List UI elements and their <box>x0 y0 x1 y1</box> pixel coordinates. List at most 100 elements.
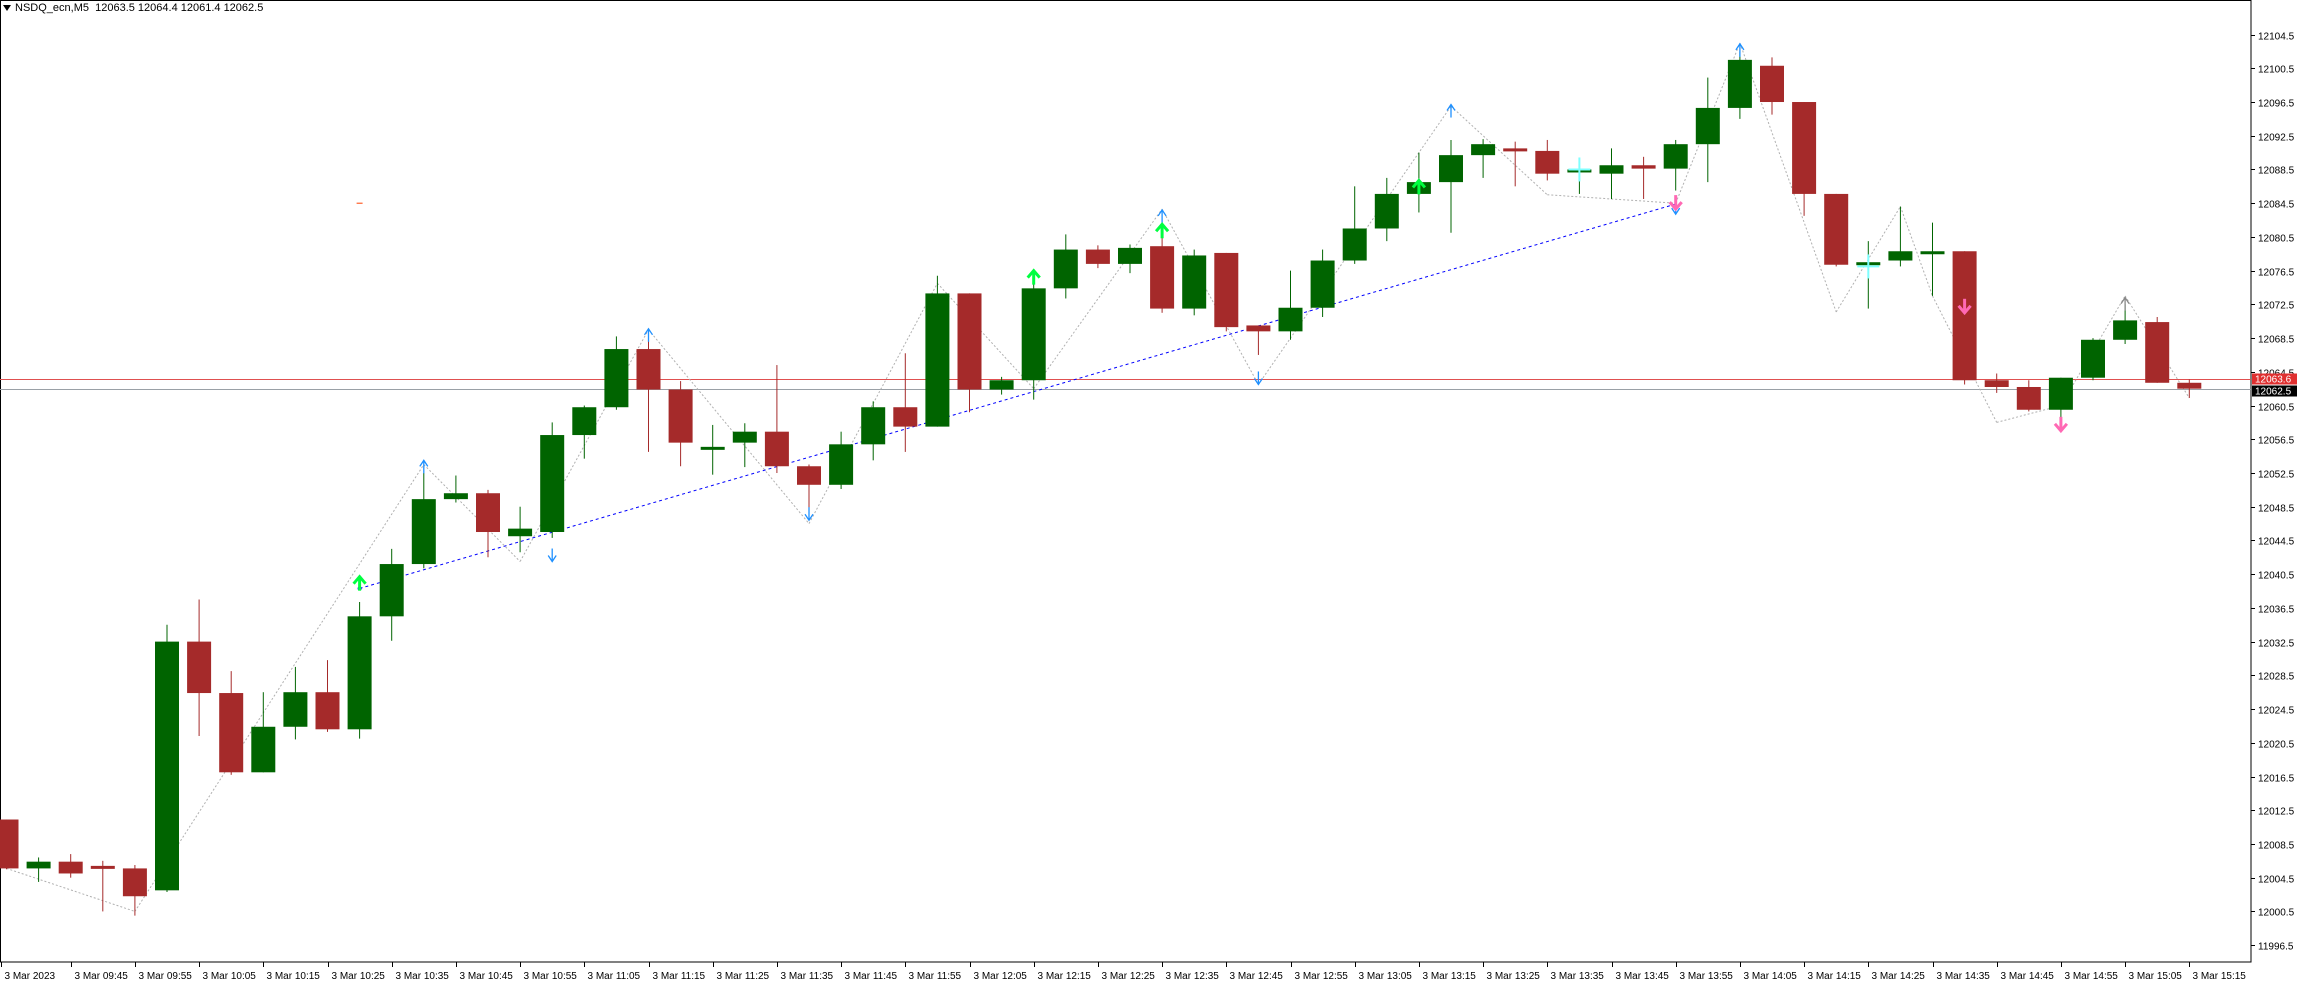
arrow-head <box>1157 208 1167 217</box>
ask-price-label: 12062.5 <box>2255 387 2292 398</box>
y-tick-label: 12084.5 <box>2258 200 2295 211</box>
arrow-head <box>352 574 367 585</box>
candle-body <box>1663 144 1688 169</box>
candle-body <box>1310 260 1335 308</box>
candle-body <box>1920 251 1945 255</box>
candle-body <box>2048 377 2073 410</box>
candle-body <box>411 499 436 565</box>
x-tick-label: 3 Mar 13:45 <box>1616 971 1670 982</box>
candle-body <box>122 868 147 897</box>
x-tick-label: 3 Mar 15:15 <box>2193 971 2247 982</box>
x-tick-label: 3 Mar 14:55 <box>2065 971 2119 982</box>
trend-line <box>356 202 1676 591</box>
candle-body <box>1021 288 1046 381</box>
candle-body <box>0 819 19 869</box>
candle-body <box>1792 102 1817 194</box>
x-tick-label: 3 Mar 12:15 <box>1038 971 1092 982</box>
x-tick-label: 3 Mar 09:45 <box>75 971 129 982</box>
candle-body <box>861 407 886 445</box>
arrow-head <box>1735 42 1745 51</box>
candle-body <box>1374 193 1399 229</box>
candle-body <box>347 616 372 730</box>
arrow-head <box>1154 221 1170 233</box>
chevron-down-icon[interactable] <box>3 5 11 12</box>
x-tick-label: 3 Mar 10:45 <box>460 971 514 982</box>
candle-body <box>1085 249 1110 264</box>
y-tick-label: 12092.5 <box>2258 133 2295 144</box>
y-tick-label: 12048.5 <box>2258 504 2295 515</box>
zigzag-segment <box>1739 42 1837 313</box>
candle-body <box>540 435 565 533</box>
x-tick-label: 3 Mar 13:55 <box>1680 971 1734 982</box>
candle-body <box>58 861 83 874</box>
zigzag-segment <box>1450 105 1548 196</box>
candle-body <box>1599 165 1624 174</box>
y-tick-label: 12016.5 <box>2258 774 2295 785</box>
x-tick-label: 3 Mar 10:15 <box>267 971 321 982</box>
zigzag-segment <box>1675 42 1741 204</box>
axes <box>0 0 2252 963</box>
arrow-head <box>547 555 557 563</box>
x-tick-label: 3 Mar 14:15 <box>1808 971 1862 982</box>
y-tick-label: 12040.5 <box>2258 571 2295 582</box>
candle-body <box>508 528 533 537</box>
x-tick-label: 3 Mar 11:45 <box>845 971 898 982</box>
x-tick-label: 3 Mar 10:35 <box>396 971 450 982</box>
candle-body <box>1952 251 1977 381</box>
arrow-head <box>1446 103 1456 111</box>
candle-body <box>443 493 468 500</box>
x-tick-label: 3 Mar 12:45 <box>1230 971 1284 982</box>
arrow-head <box>1957 304 1972 316</box>
y-tick-label: 12012.5 <box>2258 807 2295 818</box>
y-tick-label: 12008.5 <box>2258 841 2295 852</box>
y-tick-label: 12024.5 <box>2258 706 2295 717</box>
arrow-head <box>1026 268 1041 279</box>
candle-body <box>155 641 179 891</box>
x-tick-label: 3 Mar 09:55 <box>139 971 193 982</box>
x-tick-label: 3 Mar 12:25 <box>1102 971 1156 982</box>
x-tick-label: 3 Mar 13:25 <box>1487 971 1541 982</box>
candle-body <box>1342 228 1367 261</box>
candle-body <box>797 466 821 485</box>
candle-body <box>1150 246 1175 309</box>
x-tick-label: 3 Mar 14:35 <box>1937 971 1991 982</box>
candle-body <box>2016 386 2041 410</box>
x-tick-label: 3 Mar 12:05 <box>974 971 1028 982</box>
candle-body <box>989 380 1014 390</box>
y-tick-label: 12068.5 <box>2258 335 2295 346</box>
zigzag-segment <box>6 867 136 912</box>
x-axis-ticks: 3 Mar 2023 3 Mar 09:45 3 Mar 09:55 3 Mar 10… <box>1 962 2247 982</box>
y-tick-label: 12072.5 <box>2258 301 2295 312</box>
x-tick-label: 3 Mar 11:25 <box>717 971 770 982</box>
x-tick-label: 3 Mar 13:15 <box>1423 971 1477 982</box>
candle-body <box>1760 65 1784 103</box>
candle-body <box>1214 252 1239 328</box>
candle-body <box>1503 148 1528 152</box>
candle-body <box>90 865 115 869</box>
candle-body <box>2113 320 2138 340</box>
candle-body <box>1824 193 1849 265</box>
x-tick-label: 3 Mar 2023 <box>5 971 56 982</box>
chart-header: NSDQ_ecn,M5 12063.5 12064.4 12061.4 1206… <box>3 2 263 14</box>
x-tick-label: 3 Mar 10:55 <box>524 971 578 982</box>
bid-price-label: 12063.6 <box>2255 375 2292 386</box>
symbol-label: NSDQ_ecn,M5 <box>15 2 89 14</box>
x-tick-label: 3 Mar 12:55 <box>1295 971 1349 982</box>
y-tick-label: 12032.5 <box>2258 639 2295 650</box>
x-tick-label: 3 Mar 15:05 <box>2129 971 2183 982</box>
arrow-head <box>419 459 429 467</box>
ask-price-tag <box>2252 385 2297 397</box>
arrow-head <box>1253 378 1263 386</box>
bid-price-tag <box>2252 373 2297 385</box>
y-tick-label: 12096.5 <box>2258 99 2295 110</box>
x-tick-label: 3 Mar 11:05 <box>588 971 641 982</box>
zigzag-segment <box>134 464 425 912</box>
candle-body <box>1278 307 1303 332</box>
zigzag-segment <box>1033 208 1163 389</box>
zigzag-indicator <box>6 42 2190 912</box>
arrow-head <box>1671 207 1681 216</box>
candle-body <box>700 446 725 450</box>
candle-body <box>636 349 661 390</box>
